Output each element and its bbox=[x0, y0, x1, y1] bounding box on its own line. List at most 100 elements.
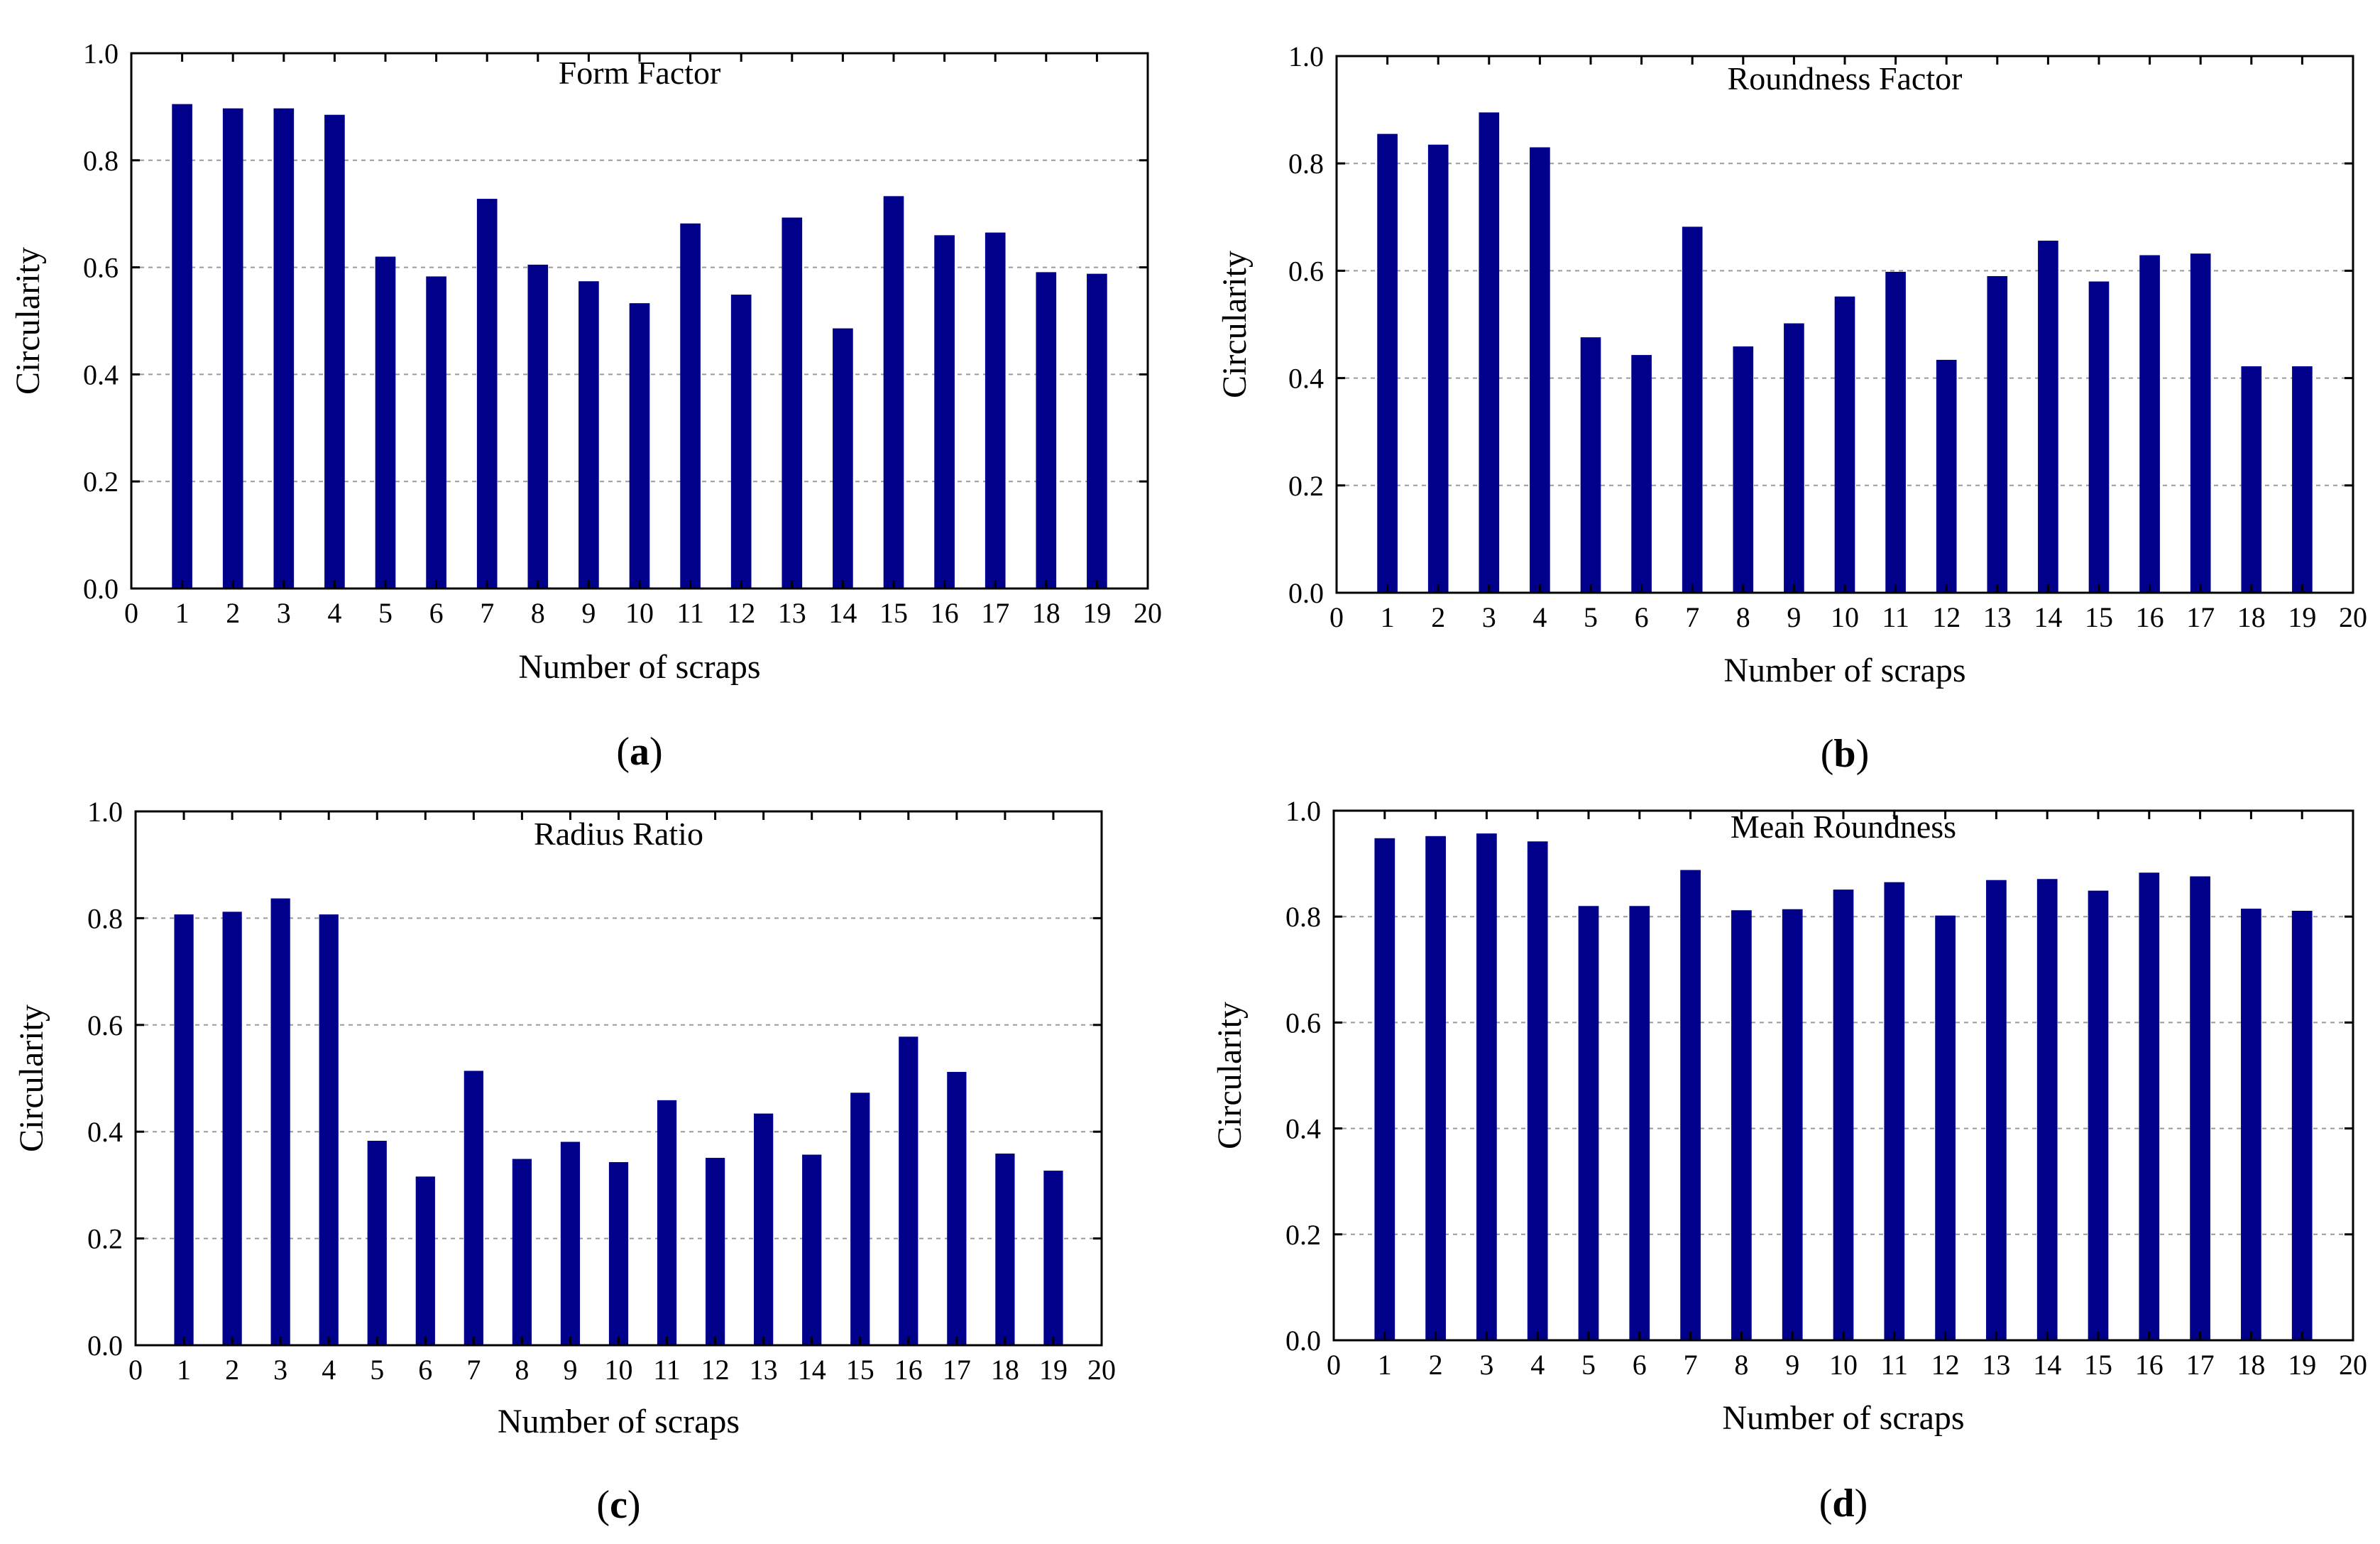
y-tick-label-a: 0.8 bbox=[83, 145, 119, 177]
panel-letter-a: a bbox=[630, 730, 649, 774]
y-axis-label-d: Circularity bbox=[1211, 1002, 1249, 1149]
bar-b-4 bbox=[1530, 147, 1550, 593]
x-tick-label-d: 1 bbox=[1378, 1349, 1392, 1381]
bar-d-15 bbox=[2088, 890, 2109, 1340]
x-tick-labels-b: 0 1 2 3 4 5 6 7 8 9 10 11 12 13 14 15 16 17 18 19 20 bbox=[1329, 601, 2367, 633]
x-axis-label-b: Number of scraps bbox=[1723, 652, 1965, 689]
bar-b-9 bbox=[1784, 323, 1804, 593]
x-tick-label-a: 18 bbox=[1032, 597, 1060, 629]
x-tick-label-d: 10 bbox=[1829, 1349, 1858, 1381]
x-tick-label-d: 7 bbox=[1684, 1349, 1698, 1381]
x-tick-label-b: 1 bbox=[1381, 601, 1395, 633]
x-tick-label-b: 4 bbox=[1532, 601, 1547, 633]
x-tick-label-a: 13 bbox=[778, 597, 806, 629]
y-tick-label-c: 1.0 bbox=[87, 796, 123, 828]
chart-title-a: Form Factor bbox=[559, 55, 721, 91]
x-tick-label-a: 10 bbox=[625, 597, 654, 629]
bar-d-14 bbox=[2036, 879, 2058, 1340]
bar-b-8 bbox=[1733, 346, 1754, 593]
bar-a-8 bbox=[527, 264, 549, 588]
x-tick-label-d: 2 bbox=[1429, 1349, 1443, 1381]
x-axis-label-c: Number of scraps bbox=[498, 1403, 740, 1440]
x-tick-label-d: 19 bbox=[2288, 1349, 2316, 1381]
x-tick-label-c: 17 bbox=[943, 1354, 971, 1386]
x-tick-label-a: 20 bbox=[1134, 597, 1162, 629]
y-tick-label-b: 0.8 bbox=[1288, 148, 1324, 180]
x-tick-label-a: 0 bbox=[124, 597, 138, 629]
y-tick-label-a: 0.2 bbox=[83, 466, 119, 498]
x-tick-label-c: 0 bbox=[128, 1354, 143, 1386]
bar-d-17 bbox=[2190, 876, 2210, 1340]
x-tick-label-b: 15 bbox=[2085, 601, 2113, 633]
grid-lines-a bbox=[131, 159, 1148, 483]
y-tick-label-a: 0.4 bbox=[83, 358, 119, 390]
bar-d-7 bbox=[1680, 870, 1701, 1340]
bar-c-18 bbox=[995, 1154, 1015, 1345]
grid-lines-b bbox=[1337, 163, 2353, 486]
panel-caption-c: (c) bbox=[596, 1483, 640, 1527]
bar-c-19 bbox=[1043, 1171, 1063, 1345]
bar-d-6 bbox=[1629, 906, 1650, 1340]
bar-d-10 bbox=[1833, 889, 1854, 1340]
bars-b bbox=[1377, 112, 2313, 593]
chart-title-b: Roundness Factor bbox=[1728, 60, 1963, 97]
y-tick-label-d: 0.6 bbox=[1285, 1007, 1321, 1039]
x-tick-label-b: 3 bbox=[1482, 601, 1496, 633]
bars-d bbox=[1374, 833, 2313, 1340]
bar-b-10 bbox=[1834, 296, 1855, 593]
x-tick-label-a: 7 bbox=[480, 597, 494, 629]
x-tick-label-a: 8 bbox=[531, 597, 545, 629]
x-tick-label-c: 20 bbox=[1087, 1354, 1116, 1386]
x-tick-label-d: 0 bbox=[1327, 1349, 1341, 1381]
y-tick-label-c: 0.6 bbox=[87, 1009, 123, 1041]
bar-a-1 bbox=[172, 104, 192, 588]
x-tick-label-a: 6 bbox=[429, 597, 444, 629]
panel-caption-d: (d) bbox=[1819, 1482, 1868, 1526]
bar-a-17 bbox=[985, 232, 1006, 588]
x-tick-label-c: 2 bbox=[225, 1354, 239, 1386]
x-tick-label-d: 3 bbox=[1479, 1349, 1493, 1381]
x-tick-label-b: 9 bbox=[1787, 601, 1801, 633]
panel-b: 0 1 2 3 4 5 6 7 8 9 10 11 12 13 14 15 16 17 18 19 20 0.00.20… bbox=[1216, 40, 2367, 776]
bar-a-7 bbox=[476, 199, 498, 588]
bar-a-10 bbox=[629, 303, 650, 588]
y-tick-label-c: 0.8 bbox=[87, 902, 123, 934]
x-tick-label-c: 15 bbox=[846, 1354, 874, 1386]
x-tick-label-b: 8 bbox=[1736, 601, 1750, 633]
panel-c: 0 1 2 3 4 5 6 7 8 9 10 11 12 13 14 15 16 17 18 19 20 0.00.20… bbox=[13, 796, 1116, 1527]
x-tick-label-a: 3 bbox=[277, 597, 291, 629]
x-tick-label-b: 7 bbox=[1685, 601, 1699, 633]
y-axis-label-a: Circularity bbox=[9, 247, 47, 395]
bar-b-15 bbox=[2088, 281, 2110, 593]
x-tick-label-a: 14 bbox=[828, 597, 857, 629]
bar-d-13 bbox=[1986, 880, 2007, 1340]
y-tick-label-b: 1.0 bbox=[1288, 40, 1324, 72]
x-tick-label-a: 4 bbox=[327, 597, 341, 629]
y-tick-label-d: 0.0 bbox=[1285, 1325, 1321, 1357]
y-tick-labels-a: 0.0 0.2 0.4 0.6 0.8 1.0 bbox=[83, 38, 119, 605]
x-tick-label-b: 6 bbox=[1635, 601, 1649, 633]
bar-b-2 bbox=[1427, 144, 1449, 593]
bar-a-18 bbox=[1036, 272, 1057, 588]
bar-a-11 bbox=[680, 223, 701, 589]
bar-d-4 bbox=[1527, 841, 1548, 1340]
y-tick-labels-d: 0.0 0.2 0.4 0.6 0.8 1.0 bbox=[1285, 795, 1321, 1357]
y-axis-label-c: Circularity bbox=[13, 1004, 50, 1152]
x-tick-label-c: 12 bbox=[701, 1354, 730, 1386]
bar-a-6 bbox=[426, 276, 446, 588]
x-tick-labels-d: 0 1 2 3 4 5 6 7 8 9 10 11 12 13 14 15 16 17 18 19 20 bbox=[1327, 1349, 2367, 1381]
bar-a-2 bbox=[222, 108, 243, 589]
x-tick-label-d: 20 bbox=[2339, 1349, 2367, 1381]
y-tick-label-d: 1.0 bbox=[1285, 795, 1321, 827]
bar-c-6 bbox=[415, 1176, 435, 1345]
x-tick-label-d: 16 bbox=[2135, 1349, 2164, 1381]
x-tick-label-b: 19 bbox=[2288, 601, 2316, 633]
bar-d-18 bbox=[2241, 909, 2261, 1340]
bar-b-12 bbox=[1936, 359, 1957, 593]
x-tick-label-d: 9 bbox=[1785, 1349, 1799, 1381]
y-tick-label-b: 0.2 bbox=[1288, 470, 1324, 502]
bar-b-1 bbox=[1377, 133, 1398, 593]
bar-c-14 bbox=[802, 1154, 822, 1345]
bar-c-3 bbox=[270, 898, 290, 1345]
